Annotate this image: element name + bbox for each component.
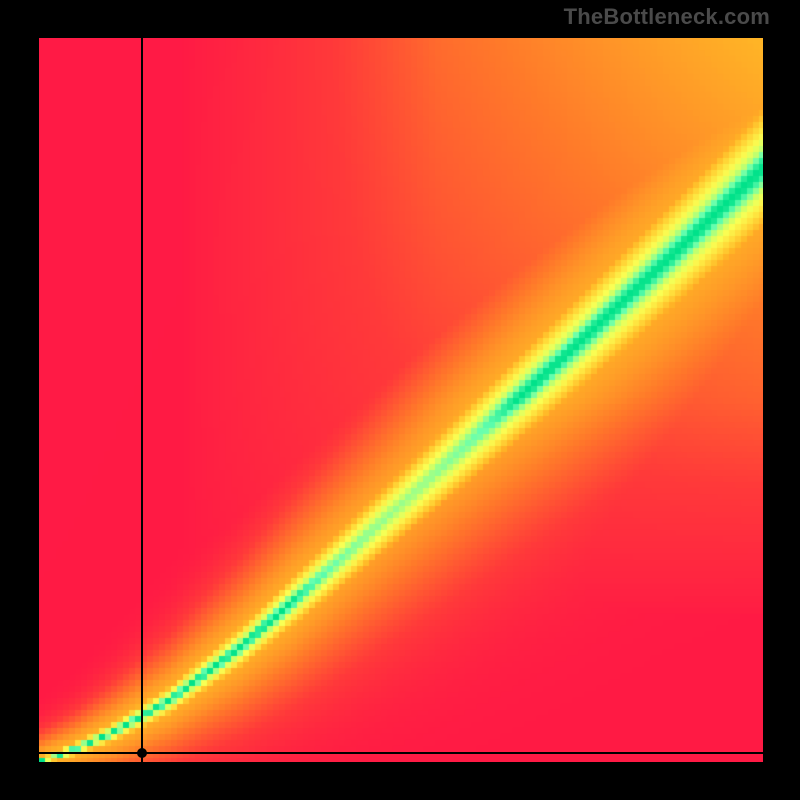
marker-point [137, 748, 147, 758]
chart-container: TheBottleneck.com [0, 0, 800, 800]
watermark-text: TheBottleneck.com [564, 4, 770, 30]
crosshair-horizontal [39, 752, 763, 754]
heatmap-area [39, 38, 763, 762]
crosshair-vertical [141, 38, 143, 762]
heatmap-canvas [39, 38, 763, 762]
